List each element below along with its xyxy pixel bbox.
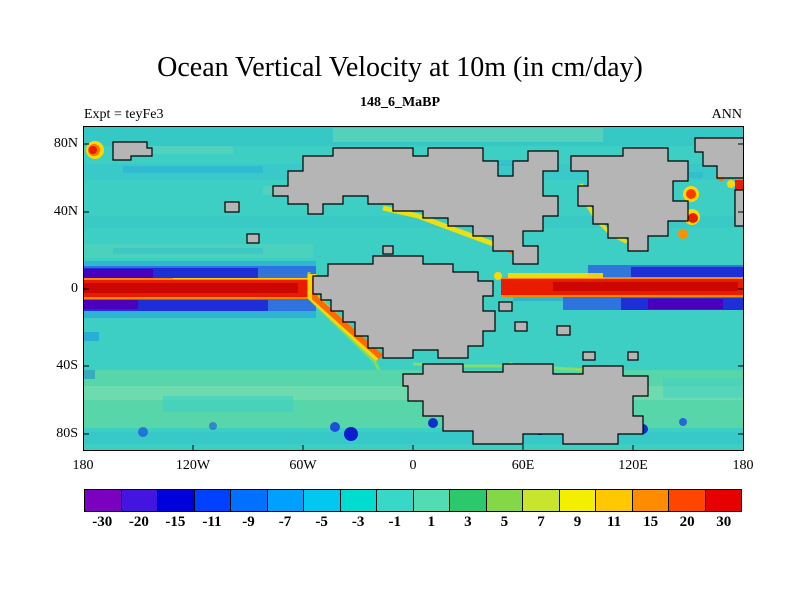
subtitle: 148_6_MaBP [359, 95, 441, 110]
colorbar-label: -30 [92, 514, 113, 530]
colorbar-label: 5 [500, 514, 509, 530]
land-central-continent [312, 255, 496, 359]
x-tick-120e: 120E [618, 458, 648, 473]
colorbar-label: 15 [643, 514, 659, 530]
colorbar-label: -15 [165, 514, 186, 530]
colorbar-cell [595, 489, 633, 512]
land-northeast-continent [570, 147, 689, 252]
colorbar-label: -20 [128, 514, 149, 530]
land-northwest-islet [112, 141, 153, 161]
colorbar-cell [303, 489, 341, 512]
x-tick-180e: 180 [732, 458, 754, 473]
colorbar-label: -11 [202, 514, 222, 530]
island [382, 245, 394, 255]
colorbar-cell [558, 489, 596, 512]
x-tick-60e: 60E [511, 458, 535, 473]
colorbar-label: -3 [351, 514, 365, 530]
colorbar-cell [704, 489, 742, 512]
equator-band-west [83, 261, 316, 318]
colorbar-label: 11 [606, 514, 622, 530]
x-tick-60w: 60W [289, 458, 317, 473]
island [224, 201, 240, 213]
colorbar-label: 20 [679, 514, 695, 530]
island [498, 301, 513, 312]
colorbar-label: 3 [464, 514, 472, 530]
x-tick-0: 0 [409, 458, 417, 473]
experiment-label: Expt = teyFe3 [84, 107, 164, 122]
x-tick-180w: 180 [72, 458, 94, 473]
map-frame [83, 126, 745, 451]
colorbar-cell [339, 489, 377, 512]
map-heatmap [83, 126, 745, 451]
x-tick-marks [192, 445, 634, 451]
colorbar-label: 1 [427, 514, 436, 530]
land-north-continent [272, 147, 559, 265]
y-tick-40S: 40S [56, 358, 78, 373]
colorbar-cell [266, 489, 304, 512]
colorbar-cell [412, 489, 450, 512]
island [582, 351, 596, 361]
island [514, 321, 528, 332]
x-tick-120w: 120W [175, 458, 211, 473]
colorbar-cell [120, 489, 158, 512]
colorbar-cell [230, 489, 268, 512]
colorbar-cell [84, 489, 122, 512]
y-tick-0: 0 [71, 281, 78, 296]
colorbar-cell [668, 489, 706, 512]
colorbar-cell [157, 489, 195, 512]
landmasses [112, 137, 745, 445]
y-tick-80N: 80N [53, 136, 78, 151]
island [556, 325, 571, 336]
colorbar-cell [485, 489, 523, 512]
colorbar-cell [376, 489, 414, 512]
y-tick-40N: 40N [53, 204, 78, 219]
equator-band-east [501, 265, 744, 310]
island [246, 233, 260, 244]
colorbar-cell [449, 489, 487, 512]
colorbar-label: -7 [278, 514, 292, 530]
colorbar-cell [631, 489, 669, 512]
colorbar-cell [193, 489, 231, 512]
colorbar-cell [522, 489, 560, 512]
island [627, 351, 639, 361]
season-label: ANN [711, 107, 742, 122]
page-title: Ocean Vertical Velocity at 10m (in cm/da… [157, 52, 643, 83]
colorbar-labels: -30 -20 -15 -11 -9 -7 -5 -3 -1 1 3 5 7 9 11 15 20 30 [0, 514, 800, 534]
land-southern-continent [402, 363, 649, 445]
y-tick-80S: 80S [56, 426, 78, 441]
colorbar-label: 7 [537, 514, 545, 530]
colorbar-label: -1 [388, 514, 401, 530]
colorbar-label: 9 [573, 514, 582, 530]
colorbar-label: -9 [242, 514, 255, 530]
colorbar-label: 30 [716, 514, 732, 530]
land-east-edge-strip [734, 189, 745, 227]
colorbar [84, 489, 742, 512]
colorbar-label: -5 [315, 514, 328, 530]
y-tick-marks [83, 143, 744, 435]
